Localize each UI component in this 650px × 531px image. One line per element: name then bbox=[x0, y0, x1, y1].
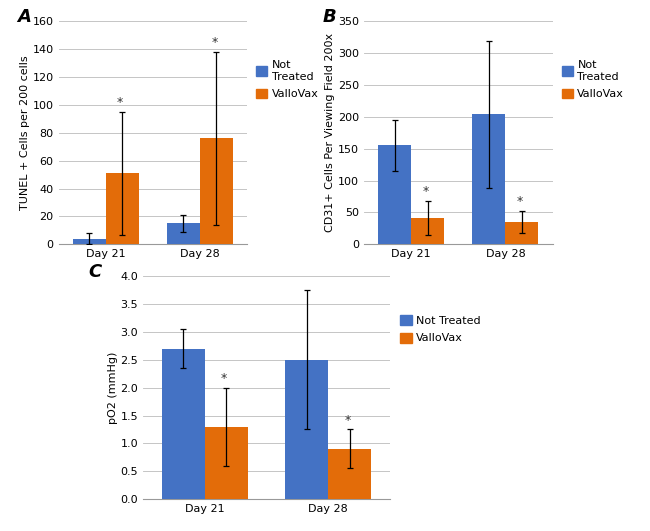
Y-axis label: TUNEL + Cells per 200 cells: TUNEL + Cells per 200 cells bbox=[20, 55, 30, 210]
Text: *: * bbox=[422, 185, 429, 198]
Text: A: A bbox=[17, 8, 31, 26]
Text: *: * bbox=[117, 96, 124, 109]
Bar bbox=[200, 138, 233, 244]
Legend: Not Treated, ValloVax: Not Treated, ValloVax bbox=[400, 315, 481, 344]
Legend: Not
Treated, ValloVax: Not Treated, ValloVax bbox=[256, 60, 318, 99]
Bar bbox=[285, 360, 328, 499]
Bar bbox=[73, 239, 105, 244]
Text: *: * bbox=[344, 414, 350, 427]
Bar bbox=[473, 114, 506, 244]
Y-axis label: pO2 (mmHg): pO2 (mmHg) bbox=[108, 352, 118, 424]
Bar bbox=[105, 173, 138, 244]
Y-axis label: CD31+ Cells Per Viewing Field 200x: CD31+ Cells Per Viewing Field 200x bbox=[325, 33, 335, 233]
Text: B: B bbox=[322, 8, 336, 26]
Text: C: C bbox=[88, 263, 102, 281]
Legend: Not
Treated, ValloVax: Not Treated, ValloVax bbox=[562, 60, 624, 99]
Bar bbox=[205, 427, 248, 499]
Bar bbox=[411, 218, 444, 244]
Text: *: * bbox=[221, 372, 227, 385]
Bar bbox=[506, 222, 538, 244]
Bar bbox=[161, 348, 205, 499]
Bar bbox=[167, 224, 200, 244]
Text: *: * bbox=[211, 36, 218, 49]
Text: *: * bbox=[517, 195, 523, 208]
Bar bbox=[328, 449, 371, 499]
Bar bbox=[378, 145, 411, 244]
